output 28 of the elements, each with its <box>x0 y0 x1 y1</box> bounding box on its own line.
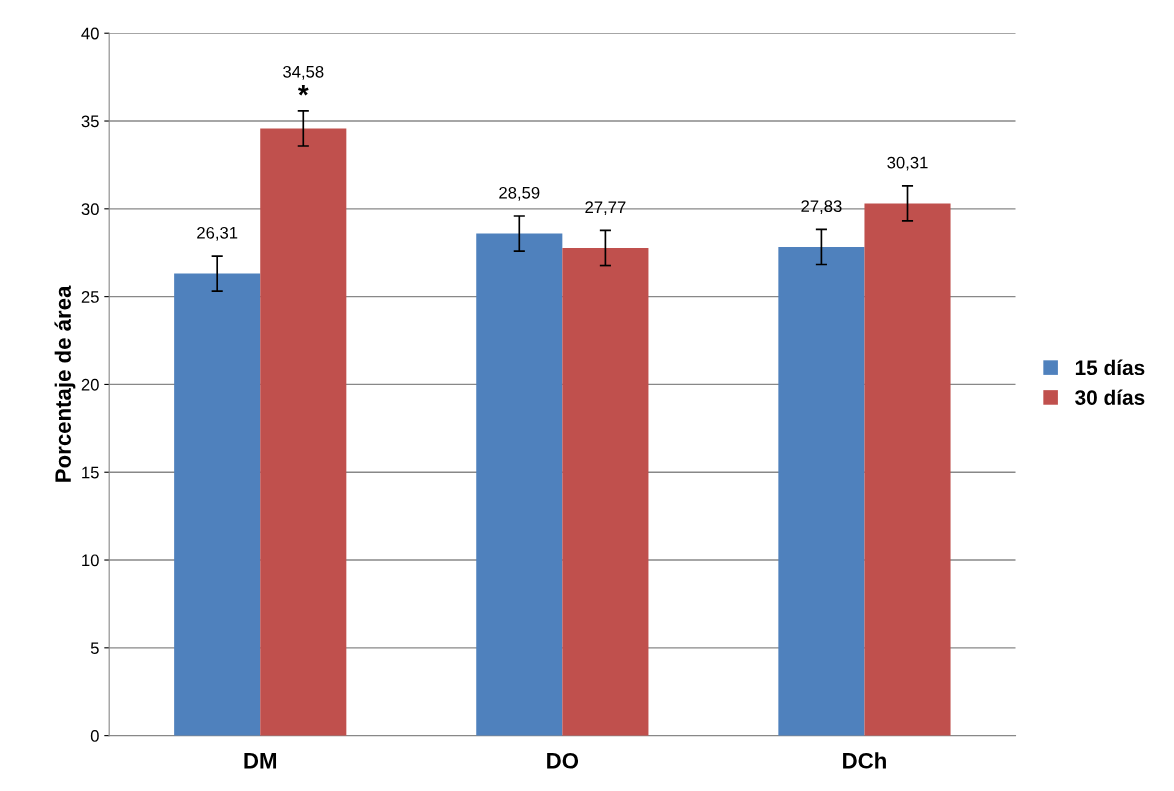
legend-label: 30 días <box>1075 389 1145 405</box>
bar <box>260 128 347 736</box>
data-label: 27,77 <box>585 201 626 216</box>
bar <box>864 203 951 736</box>
y-tick-label: 25 <box>81 291 99 303</box>
data-label: 26,31 <box>197 226 238 241</box>
data-label: 28,59 <box>499 186 540 201</box>
data-label: 34,58 <box>283 65 324 80</box>
data-label: 27,83 <box>801 200 842 214</box>
annotation: * <box>297 85 309 96</box>
y-tick-label: 10 <box>82 554 99 567</box>
legend-label: 15 días <box>1075 359 1145 376</box>
y-tick-label: 5 <box>90 642 99 655</box>
bar <box>174 273 261 736</box>
bar <box>476 233 563 736</box>
x-tick-label: DO <box>547 752 579 769</box>
y-tick-label: 15 <box>82 466 99 479</box>
y-tick-label: 0 <box>90 730 99 742</box>
y-tick-label: 35 <box>81 115 99 128</box>
x-tick-label: DCh <box>843 752 886 769</box>
bar <box>562 247 649 736</box>
y-tick-label: 30 <box>81 203 99 216</box>
y-tick-label: 20 <box>81 378 99 391</box>
data-label: 30,31 <box>887 156 928 171</box>
bar <box>778 246 865 736</box>
y-axis-title: Porcentaje de área <box>54 285 76 482</box>
y-tick-label: 40 <box>81 27 99 40</box>
x-tick-label: DM <box>244 753 277 769</box>
